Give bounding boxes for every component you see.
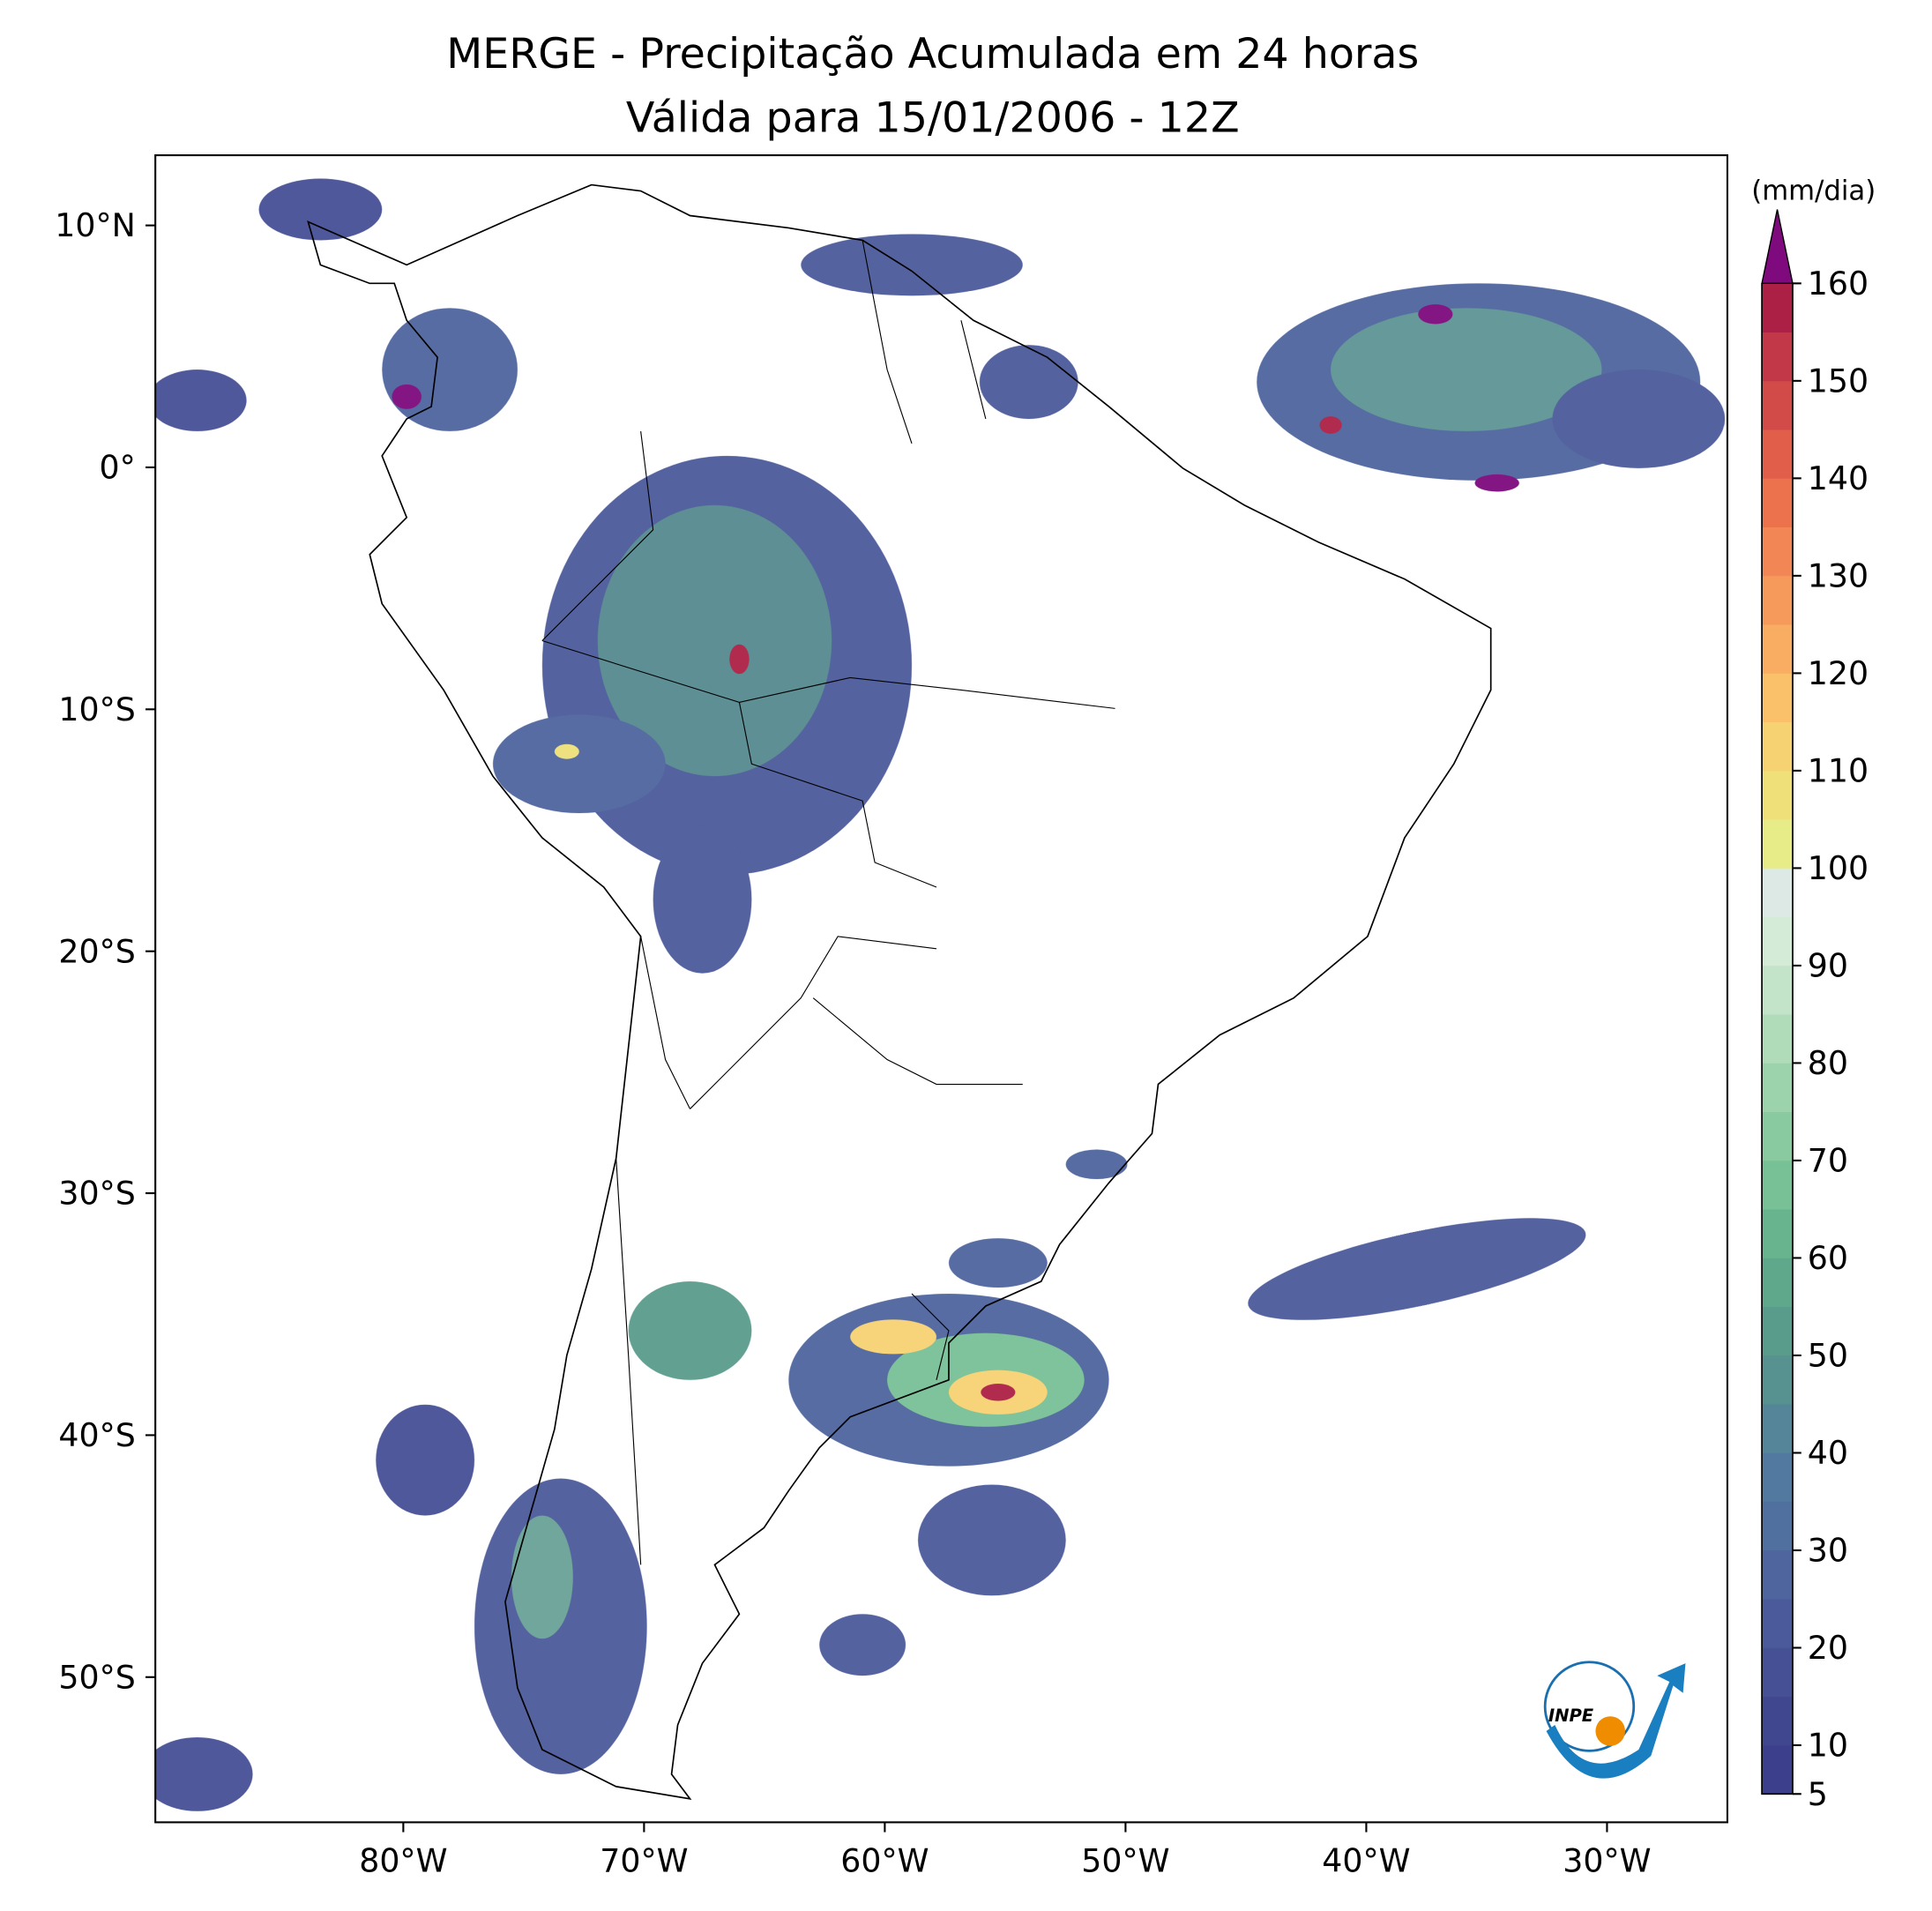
- colorbar-tick-label: 50: [1808, 1337, 1848, 1375]
- colorbar-segment: [1761, 1744, 1794, 1795]
- inpe-logo: INPE: [1543, 1661, 1686, 1779]
- colorbar-tick-label: 5: [1808, 1775, 1828, 1813]
- colorbar-tick-label: 20: [1808, 1629, 1848, 1667]
- colorbar-segment: [1761, 380, 1794, 430]
- x-tick-label: 30°W: [1563, 1841, 1651, 1879]
- y-tick-label: 20°S: [58, 932, 135, 970]
- colorbar-segment: [1761, 673, 1794, 722]
- y-tick-label: 50°S: [58, 1658, 135, 1696]
- title-line: Válida para 15/01/2006 - 12Z: [626, 93, 1240, 142]
- colorbar-segment: [1761, 1501, 1794, 1551]
- precipitation-field: [155, 178, 1726, 1811]
- colorbar-segment: [1761, 332, 1794, 382]
- colorbar-label: (mm/dia): [1751, 175, 1876, 206]
- colorbar-tick-label: 130: [1808, 556, 1869, 594]
- country-borders: [541, 240, 1115, 1565]
- colorbar-segment: [1761, 1258, 1794, 1308]
- colorbar-tick-label: 140: [1808, 459, 1869, 497]
- colorbar-tick-label: 90: [1808, 946, 1848, 984]
- colorbar-segment: [1761, 965, 1794, 1015]
- colorbar-segment: [1761, 526, 1794, 577]
- colorbar-tick-label: 120: [1808, 654, 1869, 692]
- colorbar-segment: [1761, 1549, 1794, 1600]
- colorbar-segment: [1761, 575, 1794, 625]
- colorbar-segment: [1761, 1452, 1794, 1503]
- map-frame: [154, 153, 1728, 1824]
- colorbar-segment: [1761, 429, 1794, 479]
- colorbar-segment: [1761, 916, 1794, 967]
- y-tick-label: 40°S: [58, 1416, 135, 1454]
- y-tick-label: 10°S: [58, 690, 135, 728]
- logo-text: INPE: [1548, 1706, 1594, 1726]
- colorbar-segment: [1761, 478, 1794, 527]
- colorbar-tick-label: 30: [1808, 1532, 1848, 1570]
- colorbar-segment: [1761, 1696, 1794, 1746]
- colorbar-tick-label: 40: [1808, 1434, 1848, 1472]
- colorbar-tick-label: 70: [1808, 1142, 1848, 1180]
- title-line: MERGE - Precipitação Acumulada em 24 hor…: [446, 30, 1419, 78]
- colorbar-tick-label: 110: [1808, 751, 1869, 789]
- colorbar-tick-label: 60: [1808, 1239, 1848, 1277]
- colorbar-segment: [1761, 1355, 1794, 1405]
- colorbar-tick-label: 80: [1808, 1044, 1848, 1082]
- colorbar-segment: [1761, 1013, 1794, 1064]
- colorbar-segment: [1761, 1647, 1794, 1698]
- colorbar-segment: [1761, 1306, 1794, 1356]
- colorbar-segment: [1761, 1063, 1794, 1113]
- continent-outline: [307, 183, 1492, 1801]
- colorbar-tick-label: 10: [1808, 1727, 1848, 1765]
- colorbar-segment: [1761, 1160, 1794, 1210]
- x-tick-label: 80°W: [359, 1841, 447, 1879]
- x-tick-label: 50°W: [1081, 1841, 1169, 1879]
- colorbar-segment: [1761, 1111, 1794, 1161]
- colorbar-tick-label: 150: [1808, 362, 1869, 399]
- colorbar-segment: [1761, 1208, 1794, 1258]
- colorbar-frame: [1761, 283, 1794, 1795]
- y-tick-label: 10°N: [55, 206, 136, 244]
- map-area: [155, 178, 1726, 1811]
- colorbar-segment: [1761, 282, 1794, 332]
- colorbar-tick-label: 160: [1808, 265, 1869, 302]
- y-tick-label: 0°: [100, 449, 136, 487]
- colorbar-segment: [1761, 1598, 1794, 1648]
- colorbar-extend: [1761, 209, 1794, 285]
- colorbar-tick-label: 100: [1808, 849, 1869, 887]
- colorbar-segment: [1761, 623, 1794, 674]
- colorbar-segment: [1761, 770, 1794, 820]
- x-tick-label: 60°W: [840, 1841, 929, 1879]
- colorbar-segment: [1761, 1403, 1794, 1453]
- colorbar-segment: [1761, 818, 1794, 869]
- x-tick-label: 40°W: [1322, 1841, 1410, 1879]
- x-tick-label: 70°W: [600, 1841, 688, 1879]
- colorbar-segment: [1761, 868, 1794, 918]
- colorbar-segment: [1761, 721, 1794, 772]
- y-tick-label: 30°S: [58, 1175, 135, 1213]
